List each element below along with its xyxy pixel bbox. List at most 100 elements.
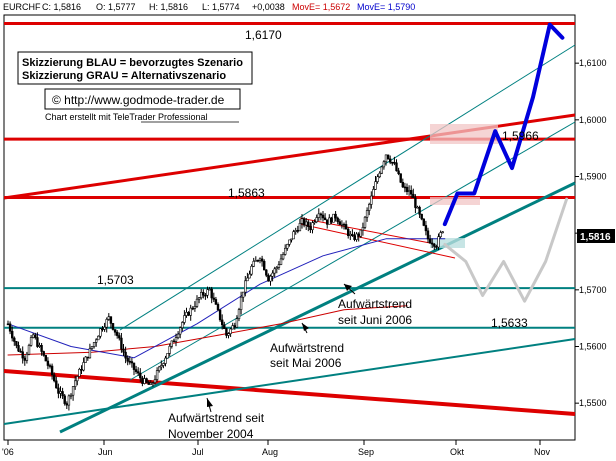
candle-body — [401, 181, 404, 188]
candle-body — [145, 378, 148, 383]
candle-body — [439, 232, 442, 237]
candle-body — [143, 378, 146, 384]
candle-body — [168, 345, 171, 354]
candle-body — [76, 376, 79, 382]
annotation-trend-may-2: seit Mai 2006 — [270, 356, 342, 370]
header-movb: MovE= 1,5790 — [357, 2, 415, 12]
candle-body — [391, 161, 394, 164]
candle-body — [296, 230, 299, 232]
candle-body — [21, 351, 24, 359]
candle-body — [315, 217, 318, 223]
candle-body — [273, 268, 276, 274]
teal-channel-upper — [119, 44, 576, 331]
candle-body — [260, 258, 264, 262]
candle-body — [183, 315, 186, 323]
trend-lines — [3, 44, 576, 434]
candle-body — [231, 325, 234, 330]
candle-body — [386, 154, 390, 160]
candle-body — [363, 216, 367, 228]
candle-body — [225, 328, 228, 336]
candle-body — [340, 223, 344, 226]
candle-body — [321, 214, 325, 219]
candle-body — [52, 374, 56, 382]
candle-body — [359, 229, 362, 237]
header-mova: MovE= 1,5672 — [292, 2, 350, 12]
candle-body — [191, 307, 194, 310]
annotation-trend-nov-1: Aufwärtstrend seit — [168, 411, 265, 425]
candle-body — [141, 377, 144, 384]
candle-body — [187, 312, 190, 316]
candle-body — [242, 291, 245, 298]
candle-body — [239, 296, 243, 310]
candle-body — [279, 258, 283, 265]
candle-body — [174, 337, 178, 342]
candle-body — [137, 371, 140, 374]
candle-body — [34, 334, 37, 338]
candle-body — [229, 328, 232, 334]
candle-body — [176, 333, 180, 339]
candle-body — [27, 345, 31, 355]
candle-body — [97, 335, 100, 341]
candle-body — [88, 348, 92, 359]
level-label-1-5966: 1,5966 — [502, 129, 539, 143]
candle-body — [424, 225, 428, 232]
red-lower-trendline — [3, 369, 576, 416]
last-price-box — [577, 229, 615, 243]
candle-body — [267, 274, 270, 282]
moving-average-red — [7, 305, 408, 356]
candle-body — [128, 360, 131, 363]
y-tick-label-5: 1,6000 — [579, 115, 607, 125]
candle-body — [441, 231, 444, 234]
teal-zone — [430, 238, 465, 248]
candle-body — [19, 350, 22, 353]
candle-body — [214, 299, 218, 305]
arrow-june-head — [344, 284, 352, 291]
x-axis-ticks: '06 Jun Jul Aug Sep Okt Nov — [2, 440, 551, 457]
candle-body — [113, 329, 117, 333]
candle-body — [416, 206, 419, 209]
x-tick-label-5: Okt — [450, 447, 465, 457]
candle-body — [367, 204, 371, 211]
moving-averages — [7, 238, 446, 359]
candle-body — [181, 322, 184, 329]
candle-body — [25, 353, 29, 361]
candle-body — [374, 181, 377, 190]
candle-body — [304, 221, 308, 226]
candle-body — [155, 370, 159, 380]
candle-body — [122, 348, 125, 353]
y-tick-label-0: 1,5500 — [579, 398, 607, 408]
candle-body — [252, 260, 255, 267]
candle-body — [202, 292, 205, 296]
x-tick-label-3: Aug — [262, 447, 278, 457]
candle-body — [388, 158, 392, 163]
candle-body — [428, 238, 432, 244]
candle-body — [275, 267, 278, 270]
x-tick-label-4: Sep — [358, 447, 374, 457]
price-candles — [6, 154, 444, 411]
candle-body — [336, 217, 339, 222]
resistance-zone — [430, 124, 498, 144]
annotation-trend-june-1: Aufwärtstrend — [338, 297, 412, 311]
candle-body — [382, 161, 386, 168]
candle-body — [227, 333, 230, 336]
candle-body — [426, 230, 430, 240]
level-label-1-5703: 1,5703 — [97, 273, 134, 287]
candle-body — [99, 328, 102, 337]
candle-body — [332, 213, 335, 223]
moving-average-blue — [7, 238, 446, 359]
candle-body — [67, 395, 71, 406]
candle-body — [103, 326, 106, 330]
y-tick-label-6: 1,6100 — [579, 58, 607, 68]
candle-body — [61, 391, 64, 397]
candle-body — [300, 218, 304, 224]
candle-body — [55, 380, 58, 389]
candle-body — [405, 186, 409, 192]
candle-body — [208, 288, 211, 291]
candle-body — [302, 218, 306, 226]
header-high: H: 1,5816 — [149, 2, 188, 12]
scenario-sketches — [442, 22, 569, 303]
candle-body — [221, 319, 224, 326]
candle-body — [149, 382, 152, 385]
level-label-1-5863: 1,5863 — [228, 186, 265, 200]
candle-body — [92, 342, 96, 347]
